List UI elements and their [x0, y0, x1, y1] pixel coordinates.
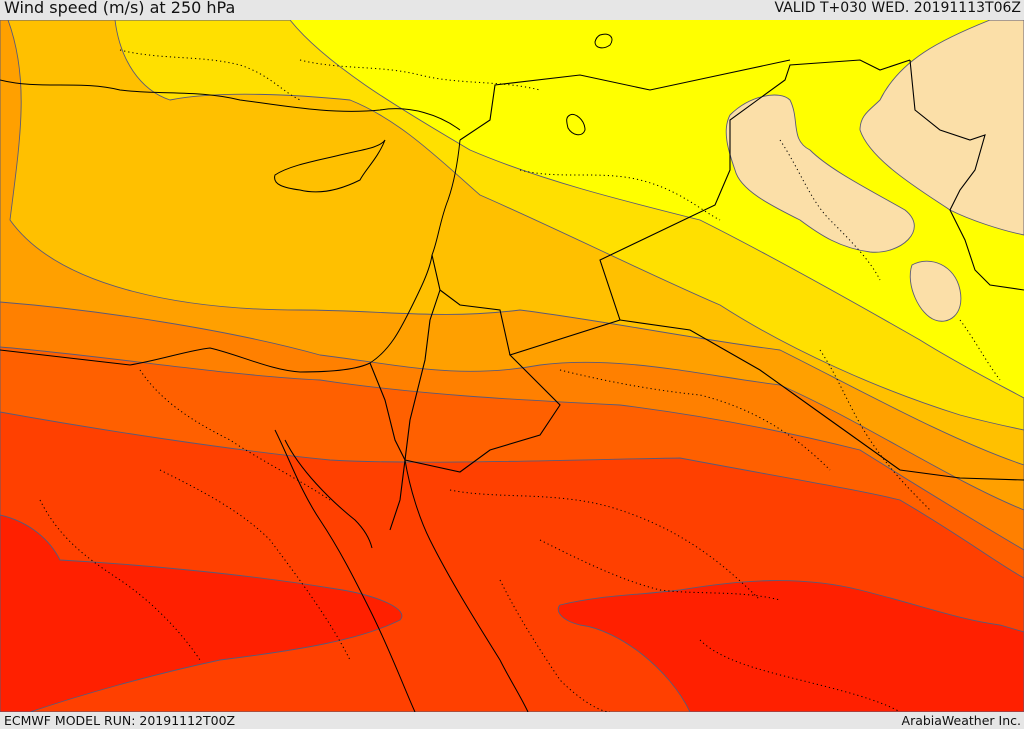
model-run: ECMWF MODEL RUN: 20191112T00Z: [4, 713, 236, 728]
israel-border: [389, 254, 441, 531]
turkey-coast: [0, 79, 461, 131]
wind-band-9-east: [557, 580, 1024, 712]
lake-van: [594, 33, 613, 49]
egypt-sinai-border: [369, 362, 406, 461]
red-sea-coast-east: [404, 459, 529, 712]
iraq-saudi-border: [619, 319, 1024, 481]
wind-band-1-gulf: [909, 260, 962, 322]
saudi-jordan-iraq-border: [404, 59, 911, 473]
footer-bar: ECMWF MODEL RUN: 20191112T00Z ArabiaWeat…: [0, 712, 1024, 729]
jordan-border: [439, 289, 511, 356]
wind-band-9-west: [0, 514, 403, 712]
red-sea-coast-west: [274, 429, 416, 712]
lake-urmia: [566, 113, 586, 136]
header-bar: Wind speed (m/s) at 250 hPa VALID T+030 …: [0, 0, 1024, 20]
wind-band-1-iran: [859, 20, 1024, 236]
credit: ArabiaWeather Inc.: [901, 713, 1021, 728]
wind-speed-map: [0, 20, 1024, 712]
cyprus-coast: [274, 139, 386, 193]
wind-band-1-iraq: [725, 94, 915, 253]
country-borders: [0, 33, 1024, 712]
map-title: Wind speed (m/s) at 250 hPa: [4, 0, 236, 17]
mediterranean-coast: [0, 139, 461, 373]
valid-time: VALID T+030 WED. 20191113T06Z: [774, 0, 1021, 16]
iran-iraq-border: [909, 59, 1024, 291]
syria-border: [459, 59, 791, 141]
province-boundaries: [39, 49, 1001, 712]
gulf-of-suez: [284, 439, 373, 549]
